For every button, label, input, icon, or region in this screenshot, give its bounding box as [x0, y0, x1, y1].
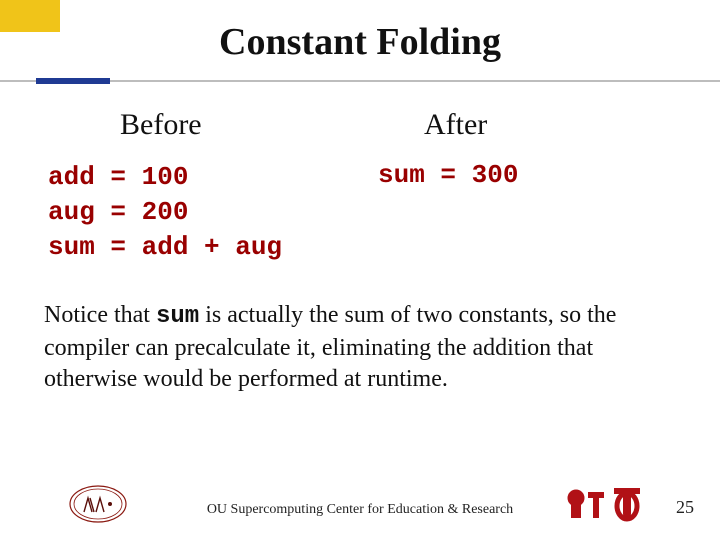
- slide-title: Constant Folding: [0, 20, 720, 64]
- explanation-paragraph: Notice that sum is actually the sum of t…: [44, 300, 686, 396]
- footer-text: OU Supercomputing Center for Education &…: [0, 502, 720, 518]
- paragraph-pre: Notice that: [44, 302, 156, 328]
- code-after: sum = 300: [378, 160, 518, 190]
- title-rule: [0, 78, 720, 84]
- code-before: add = 100 aug = 200 sum = add + aug: [48, 160, 282, 265]
- page-number: 25: [676, 497, 694, 518]
- before-label: Before: [120, 108, 202, 142]
- slide: Constant Folding Before After add = 100 …: [0, 0, 720, 540]
- after-label: After: [424, 108, 487, 142]
- paragraph-mono: sum: [156, 303, 199, 330]
- title-rule-blue: [36, 78, 110, 84]
